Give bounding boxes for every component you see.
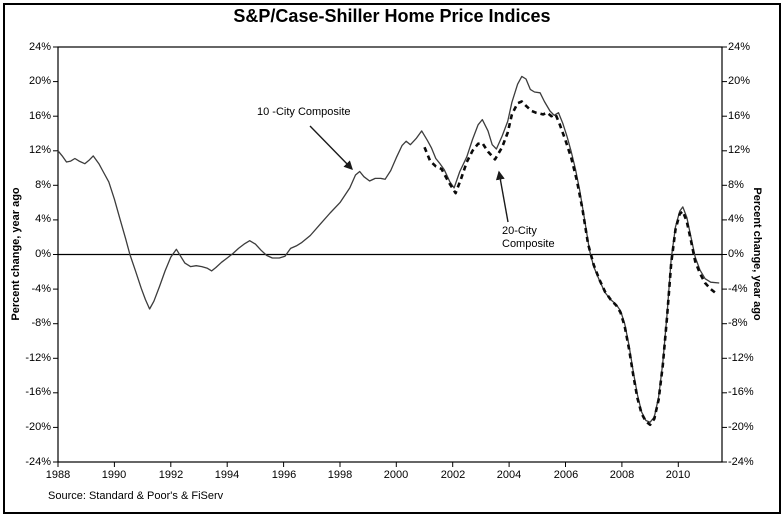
y-tick-label: -20% (25, 421, 51, 433)
y-tick-label: -12% (728, 352, 754, 364)
y-tick-label: -16% (728, 386, 754, 398)
x-tick-label: 1990 (101, 469, 127, 481)
x-tick-label: 1996 (271, 469, 297, 481)
y-axis-title-left: Percent change, year ago (10, 187, 22, 321)
series-10-city-line (57, 75, 720, 423)
annotation-10-city-label: 10 -City Composite (257, 106, 351, 119)
y-axis-title-right: Percent change, year ago (751, 187, 763, 321)
annotation-line: 20-City (502, 225, 537, 237)
y-tick-label: -4% (728, 283, 748, 295)
x-tick-label: 2010 (665, 469, 691, 481)
y-tick-label: 4% (35, 213, 51, 225)
annotation-line: 10 -City Composite (257, 106, 351, 118)
x-tick-label: 2006 (553, 469, 579, 481)
y-tick-label: 8% (728, 179, 744, 191)
annotation-line: Composite (502, 238, 555, 250)
y-tick-label: 20% (28, 75, 51, 87)
x-tick-label: 1998 (327, 469, 353, 481)
y-tick-label: -12% (25, 352, 51, 364)
y-tick-label: -20% (728, 421, 754, 433)
y-tick-label: -4% (31, 283, 51, 295)
y-tick-label: -8% (31, 317, 51, 329)
y-tick-label: 24% (728, 41, 751, 53)
y-tick-label: -24% (728, 456, 754, 468)
y-tick-label: 0% (35, 248, 51, 260)
x-tick-label: 2008 (609, 469, 635, 481)
y-tick-label: 12% (728, 144, 751, 156)
y-tick-label: 24% (28, 41, 51, 53)
y-tick-label: 4% (728, 213, 744, 225)
x-tick-label: 1994 (214, 469, 240, 481)
chart-outer-border (3, 3, 781, 514)
y-tick-label: -16% (25, 386, 51, 398)
annotation-arrow-20-city-label (495, 170, 509, 223)
y-axis-left-tick-labels: 24% 20% 16% 12% 8% 4% 0% -4% -8% -12% -16% -20% -24% (0, 0, 51, 517)
x-tick-label: 1988 (45, 469, 71, 481)
x-tick-label: 2002 (440, 469, 466, 481)
y-axis-right-tick-labels: 24% 20% 16% 12% 8% 4% 0% -4% -8% -12% -16% -20% -24% (728, 0, 782, 517)
x-tick-label: 2004 (496, 469, 522, 481)
y-tick-label: 0% (728, 248, 744, 260)
y-tick-label: 16% (728, 110, 751, 122)
annotation-arrow-10-city-label (309, 125, 353, 170)
y-tick-label: 16% (28, 110, 51, 122)
y-tick-label: 20% (728, 75, 751, 87)
chart-title: S&P/Case-Shiller Home Price Indices (233, 6, 551, 26)
y-tick-label: -24% (25, 456, 51, 468)
y-tick-label: 8% (35, 179, 51, 191)
y-tick-label: 12% (28, 144, 51, 156)
source-note: Source: Standard & Poor's & FiServ (48, 490, 224, 502)
y-tick-label: -8% (728, 317, 748, 329)
x-tick-label: 2000 (383, 469, 409, 481)
annotation-20-city-label: 20-City Composite (502, 225, 555, 251)
x-tick-label: 1992 (158, 469, 184, 481)
